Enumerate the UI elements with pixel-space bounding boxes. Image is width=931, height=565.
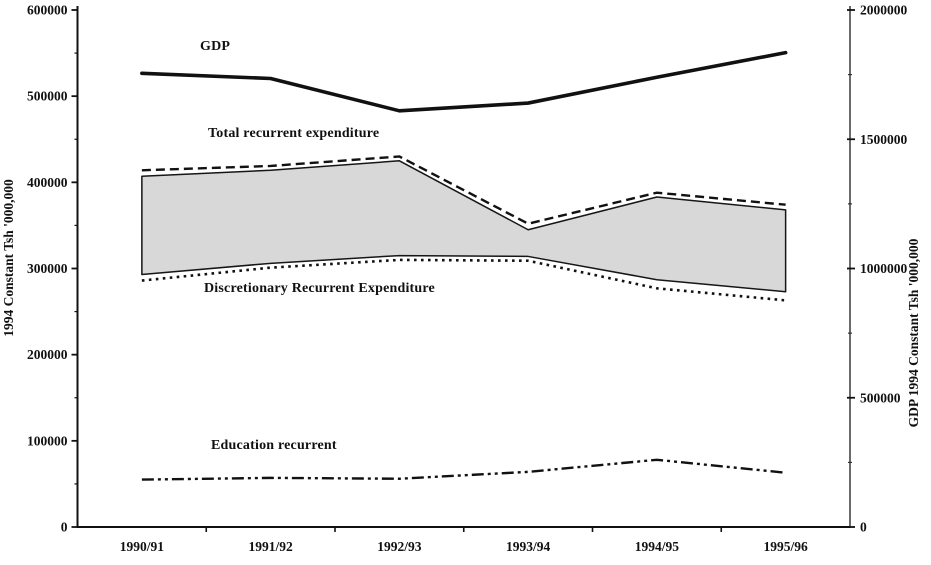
y-left-tick-label: 300000 [27,261,68,276]
x-axis-category-label: 1991/92 [248,539,293,554]
y-right-axis-label: GDP 1994 Constant Tsh '000,000 [906,238,921,427]
series-label-total-recurrent: Total recurrent expenditure [208,126,380,141]
y-left-tick-label: 100000 [27,433,68,448]
y-left-tick-label: 0 [61,520,68,535]
y-right-tick-label: 2000000 [860,3,908,18]
y-right-tick-label: 500000 [860,390,901,405]
x-axis-category-label: 1990/91 [120,539,165,554]
y-right-tick-label: 1000000 [860,261,908,276]
y-left-tick-label: 200000 [27,347,68,362]
series-label-education-recurrent: Education recurrent [211,438,337,453]
y-left-axis-label: 1994 Constant Tsh '000,000 [1,179,16,337]
total-recurrent-line [141,155,786,225]
plot-root: 0 100000 200000 300000 400000 500000 600000 0 50… [27,3,908,555]
y-right-tick-label: 0 [860,520,867,535]
x-axis-category-label: 1995/96 [763,539,808,554]
education-recurrent-line [141,458,786,481]
y-left-tick-label: 500000 [27,89,68,104]
gdp-line [140,50,788,113]
x-axis-category-label: 1993/94 [506,539,551,554]
y-left-tick-label: 600000 [27,3,68,18]
discretionary-recurrent-line [141,258,786,302]
recurrent-expenditure-band-area [141,160,787,293]
y-left-tick-label: 400000 [27,175,68,190]
y-right-tick-label: 1500000 [860,132,908,147]
series-label-gdp: GDP [200,39,231,54]
series-label-discretionary-recurrent: Discretionary Recurrent Expenditure [204,281,435,296]
x-axis-category-label: 1992/93 [377,539,422,554]
x-axis-category-label: 1994/95 [635,539,680,554]
